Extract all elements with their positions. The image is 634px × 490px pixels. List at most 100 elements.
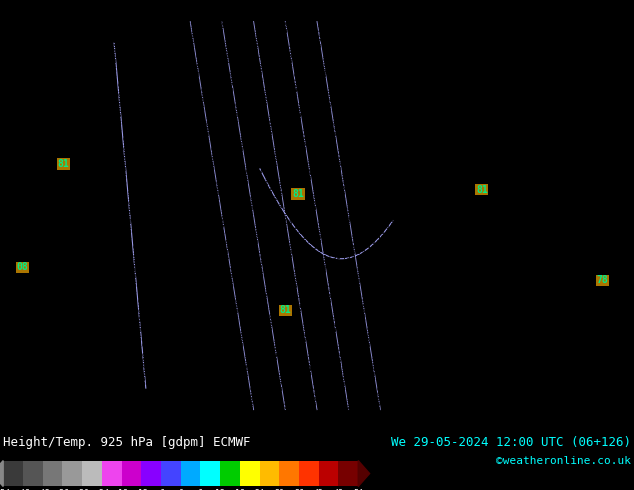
Text: 6: 6 bbox=[401, 176, 404, 181]
Text: 1: 1 bbox=[35, 74, 38, 78]
Text: 9: 9 bbox=[600, 338, 604, 343]
Text: 6: 6 bbox=[615, 93, 619, 98]
Text: 3: 3 bbox=[279, 54, 282, 59]
Text: 9: 9 bbox=[630, 5, 633, 10]
Text: 0: 0 bbox=[127, 368, 131, 372]
Text: 5: 5 bbox=[381, 191, 385, 196]
Text: 7: 7 bbox=[581, 39, 585, 44]
Text: 5: 5 bbox=[337, 392, 340, 397]
Text: 0: 0 bbox=[162, 157, 165, 162]
Text: 7: 7 bbox=[620, 127, 624, 132]
Text: 7: 7 bbox=[439, 250, 443, 255]
Text: 9: 9 bbox=[625, 39, 628, 44]
Text: 1: 1 bbox=[55, 426, 58, 431]
Text: 3: 3 bbox=[254, 0, 258, 5]
Text: 5: 5 bbox=[410, 64, 414, 69]
Text: 1: 1 bbox=[1, 426, 4, 431]
Text: 5: 5 bbox=[581, 29, 585, 34]
Text: 0: 0 bbox=[64, 78, 68, 83]
Text: 0: 0 bbox=[55, 108, 58, 113]
Text: 6: 6 bbox=[517, 289, 521, 294]
Text: 1: 1 bbox=[89, 314, 92, 318]
Text: 6: 6 bbox=[391, 98, 394, 103]
Text: 9: 9 bbox=[503, 132, 507, 137]
Text: 4: 4 bbox=[386, 186, 389, 191]
Text: 5: 5 bbox=[372, 49, 375, 54]
Text: 2: 2 bbox=[303, 260, 307, 265]
Text: 8: 8 bbox=[630, 377, 633, 382]
Text: 5: 5 bbox=[459, 299, 463, 304]
Text: 1: 1 bbox=[162, 103, 165, 108]
Text: 1: 1 bbox=[10, 323, 14, 328]
Text: 7: 7 bbox=[503, 34, 507, 39]
Text: 0: 0 bbox=[152, 78, 155, 83]
Text: 0: 0 bbox=[15, 137, 19, 142]
Text: 7: 7 bbox=[313, 20, 316, 25]
Text: 1: 1 bbox=[220, 353, 224, 358]
Text: 1: 1 bbox=[279, 255, 282, 260]
Text: 3: 3 bbox=[274, 402, 277, 407]
Text: 1: 1 bbox=[79, 5, 82, 10]
Text: 4: 4 bbox=[366, 387, 370, 392]
Text: 4: 4 bbox=[366, 157, 370, 162]
Text: 8: 8 bbox=[630, 20, 633, 25]
Text: 0: 0 bbox=[498, 216, 501, 220]
Text: 1: 1 bbox=[25, 152, 29, 157]
Text: 8: 8 bbox=[600, 49, 604, 54]
Text: 0: 0 bbox=[459, 363, 463, 368]
Text: 1: 1 bbox=[84, 299, 87, 304]
Text: 1: 1 bbox=[137, 402, 141, 407]
Text: 2: 2 bbox=[420, 5, 424, 10]
Text: 4: 4 bbox=[488, 382, 492, 387]
Text: 0: 0 bbox=[15, 255, 19, 260]
Text: 6: 6 bbox=[562, 387, 565, 392]
Text: 3: 3 bbox=[337, 137, 340, 142]
Text: 5: 5 bbox=[450, 181, 453, 186]
Text: 4: 4 bbox=[279, 299, 282, 304]
Text: 2: 2 bbox=[245, 24, 248, 29]
Text: 6: 6 bbox=[401, 402, 404, 407]
Text: 1: 1 bbox=[220, 392, 224, 397]
Text: 3: 3 bbox=[313, 201, 316, 206]
Text: 4: 4 bbox=[313, 265, 316, 270]
Text: 5: 5 bbox=[439, 191, 443, 196]
Text: 4: 4 bbox=[323, 172, 326, 176]
Text: 0: 0 bbox=[98, 299, 101, 304]
Text: 8: 8 bbox=[625, 147, 628, 152]
Text: 1: 1 bbox=[108, 176, 112, 181]
Text: 4: 4 bbox=[596, 122, 599, 127]
Text: 8: 8 bbox=[508, 363, 512, 368]
Text: 2: 2 bbox=[235, 69, 238, 74]
Text: -24: -24 bbox=[94, 489, 109, 490]
Text: 0: 0 bbox=[176, 318, 180, 323]
Text: 1: 1 bbox=[6, 368, 9, 372]
Text: 1: 1 bbox=[205, 392, 209, 397]
Text: 3: 3 bbox=[186, 328, 190, 333]
Text: 4: 4 bbox=[376, 0, 380, 5]
Text: 6: 6 bbox=[537, 348, 541, 353]
Text: 6: 6 bbox=[459, 24, 463, 29]
Text: 5: 5 bbox=[464, 421, 467, 426]
Text: 1: 1 bbox=[15, 172, 19, 176]
Text: 6: 6 bbox=[454, 426, 458, 431]
Text: 1: 1 bbox=[259, 230, 262, 235]
Text: 2: 2 bbox=[318, 250, 321, 255]
Text: 0: 0 bbox=[240, 206, 243, 211]
Text: 7: 7 bbox=[537, 372, 541, 377]
Text: 1: 1 bbox=[55, 167, 58, 172]
Text: 1: 1 bbox=[181, 152, 184, 157]
Text: 5: 5 bbox=[498, 416, 501, 421]
Text: 5: 5 bbox=[327, 353, 331, 358]
Text: 4: 4 bbox=[274, 372, 277, 377]
Text: 1: 1 bbox=[89, 382, 92, 387]
Text: 8: 8 bbox=[620, 245, 624, 250]
Text: 0: 0 bbox=[6, 157, 9, 162]
Text: 6: 6 bbox=[566, 230, 570, 235]
Text: 8: 8 bbox=[533, 338, 536, 343]
Text: 7: 7 bbox=[15, 152, 19, 157]
Text: 0: 0 bbox=[147, 407, 150, 412]
Text: 0: 0 bbox=[25, 118, 29, 122]
Text: 0: 0 bbox=[30, 44, 34, 49]
Text: 1: 1 bbox=[1, 343, 4, 348]
Text: 4: 4 bbox=[454, 147, 458, 152]
